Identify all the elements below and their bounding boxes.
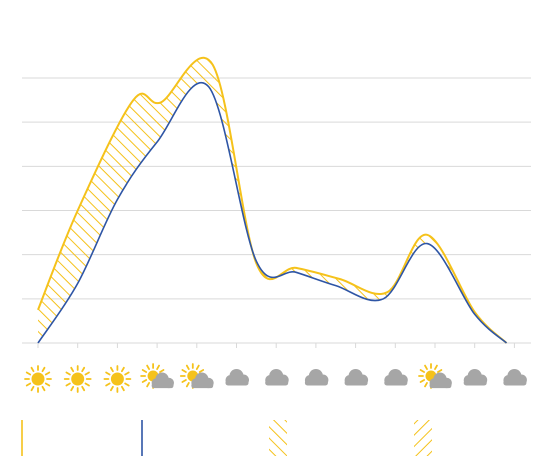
x-ticks bbox=[37, 343, 515, 348]
legend-swatch-hatch bbox=[269, 420, 287, 456]
weather-icons bbox=[24, 363, 527, 393]
sun-ray bbox=[146, 364, 151, 370]
cloud-icon bbox=[304, 369, 329, 386]
sun-ray bbox=[25, 371, 32, 376]
sun-ray bbox=[424, 382, 428, 388]
sun-ray bbox=[110, 366, 114, 373]
sun-ray bbox=[195, 364, 200, 370]
sun-ray bbox=[185, 382, 190, 388]
cloud-base bbox=[384, 380, 408, 386]
sun-ray bbox=[30, 385, 35, 392]
cloud-icon bbox=[344, 369, 369, 386]
sun-ray bbox=[70, 385, 75, 392]
sun-ray bbox=[65, 382, 71, 387]
cloud-icon bbox=[503, 369, 527, 386]
sun-ray bbox=[181, 379, 187, 383]
hatched-band bbox=[38, 57, 507, 343]
legend-swatch-hatch bbox=[414, 420, 432, 456]
cloud-base bbox=[265, 380, 289, 386]
cloud-icon bbox=[225, 369, 249, 386]
sun-ray bbox=[81, 385, 86, 392]
sun-ray bbox=[44, 382, 51, 387]
sun-ray bbox=[124, 382, 130, 387]
cloud-base bbox=[503, 380, 527, 386]
sun-ray bbox=[81, 366, 86, 373]
sun-icon bbox=[24, 365, 52, 393]
cloud-base bbox=[191, 382, 214, 389]
cloud-base bbox=[463, 380, 487, 386]
sun-ray bbox=[84, 382, 90, 387]
sun-ray bbox=[181, 369, 187, 373]
series-line-gold bbox=[37, 56, 508, 344]
sun-ray bbox=[419, 369, 425, 373]
sun-disc bbox=[31, 372, 45, 386]
hatched-area bbox=[38, 57, 507, 343]
cloud-base bbox=[344, 380, 368, 386]
sun-icon bbox=[103, 365, 132, 393]
legend bbox=[21, 420, 432, 456]
sun-ray bbox=[105, 371, 111, 376]
sun-ray bbox=[105, 382, 111, 387]
sun-ray bbox=[44, 371, 51, 376]
sun-ray bbox=[70, 366, 75, 373]
sun-ray bbox=[185, 364, 190, 370]
sun-ray bbox=[419, 379, 425, 383]
sun-ray bbox=[146, 382, 151, 388]
sun-ray bbox=[84, 371, 90, 376]
sun-ray bbox=[437, 369, 443, 373]
sun-icon bbox=[63, 365, 92, 393]
sun-ray bbox=[159, 369, 165, 373]
sun-ray bbox=[41, 385, 46, 392]
sun-ray bbox=[198, 369, 205, 373]
partly-cloudy-icon bbox=[140, 363, 174, 389]
sun-disc bbox=[71, 372, 85, 386]
sun-ray bbox=[65, 371, 71, 376]
partly-cloudy-icon bbox=[179, 363, 214, 389]
sun-ray bbox=[41, 366, 46, 373]
sun-ray bbox=[434, 364, 438, 370]
series-line-blue bbox=[37, 82, 508, 344]
sun-ray bbox=[156, 364, 161, 370]
sun-ray bbox=[124, 371, 130, 376]
cloud-icon bbox=[265, 369, 289, 386]
cloud-icon bbox=[384, 369, 408, 386]
sun-disc bbox=[110, 372, 124, 386]
sun-ray bbox=[141, 379, 148, 383]
sun-ray bbox=[141, 369, 148, 373]
cloud-base bbox=[429, 382, 452, 389]
cloud-icon bbox=[463, 369, 488, 386]
sun-ray bbox=[121, 366, 125, 373]
sun-ray bbox=[110, 385, 114, 392]
cloud-base bbox=[225, 380, 249, 386]
sun-ray bbox=[121, 385, 125, 392]
cloud-base bbox=[151, 382, 174, 389]
sun-ray bbox=[424, 364, 428, 370]
series-lines bbox=[37, 56, 508, 344]
partly-cloudy-icon bbox=[418, 363, 452, 389]
sun-ray bbox=[25, 382, 32, 387]
cloud-base bbox=[304, 380, 328, 386]
sun-ray bbox=[30, 366, 35, 373]
